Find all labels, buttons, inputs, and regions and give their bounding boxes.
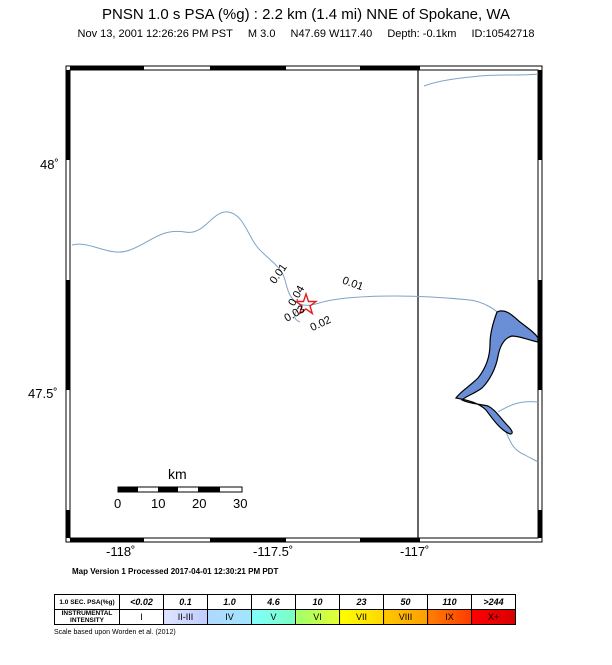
- legend-value: 0.1: [163, 594, 208, 610]
- lake: [455, 310, 539, 435]
- legend-value: 50: [383, 594, 428, 610]
- event-depth: Depth: -0.1km: [387, 28, 457, 40]
- lat-tick-label: 47.5˚: [28, 386, 58, 401]
- event-magnitude: M 3.0: [247, 28, 276, 40]
- legend-intensity: VI: [295, 609, 340, 625]
- legend-value: 1.0: [207, 594, 252, 610]
- legend-value: 10: [295, 594, 340, 610]
- intensity-legend: 1.0 SEC. PSA(%g) <0.02 0.1 1.0 4.6 10 23…: [54, 594, 516, 625]
- scale-bar-unit: km: [168, 466, 187, 482]
- legend-value: 23: [339, 594, 384, 610]
- legend-value: <0.02: [119, 594, 164, 610]
- legend-intensity: I: [119, 609, 164, 625]
- legend-intensity: IV: [207, 609, 252, 625]
- legend-psa-header: 1.0 SEC. PSA(%g): [54, 594, 120, 610]
- legend-value: >244: [471, 594, 516, 610]
- lon-tick-label: -117.5˚: [253, 544, 294, 559]
- event-details: Nov 13, 2001 12:26:26 PM PST M 3.0 N47.6…: [0, 28, 612, 40]
- scale-note: Scale based upon Worden et al. (2012): [54, 629, 176, 636]
- map-frame: [65, 65, 543, 543]
- event-date: Nov 13, 2001 12:26:26 PM PST: [77, 28, 233, 40]
- legend-intensity: IX: [427, 609, 472, 625]
- lon-tick-label: -118˚: [106, 544, 136, 559]
- event-id: ID:10542718: [471, 28, 535, 40]
- legend-value: 4.6: [251, 594, 296, 610]
- legend-intensity: V: [251, 609, 296, 625]
- legend-intensity-header: INSTRUMENTAL INTENSITY: [54, 609, 120, 625]
- processed-note: Map Version 1 Processed 2017-04-01 12:30…: [72, 567, 279, 576]
- rivers: [71, 73, 539, 463]
- scale-bar-tick: 20: [192, 496, 207, 511]
- legend-intensity: VII: [339, 609, 384, 625]
- legend-intensity: VIII: [383, 609, 428, 625]
- lon-tick-label: -117˚: [400, 544, 430, 559]
- scale-bar-tick: 10: [151, 496, 166, 511]
- scale-bar-graphic: [117, 486, 243, 493]
- legend-value: 110: [427, 594, 472, 610]
- legend-intensity: II-III: [163, 609, 208, 625]
- event-location: N47.69 W117.40: [290, 28, 373, 40]
- map-title: PNSN 1.0 s PSA (%g) : 2.2 km (1.4 mi) NN…: [102, 6, 510, 23]
- lat-tick-label: 48˚: [40, 157, 59, 172]
- scale-bar-tick: 0: [114, 496, 122, 511]
- epicenter-star: [293, 291, 319, 316]
- scale-bar-tick: 30: [233, 496, 248, 511]
- legend-intensity: X+: [471, 609, 516, 625]
